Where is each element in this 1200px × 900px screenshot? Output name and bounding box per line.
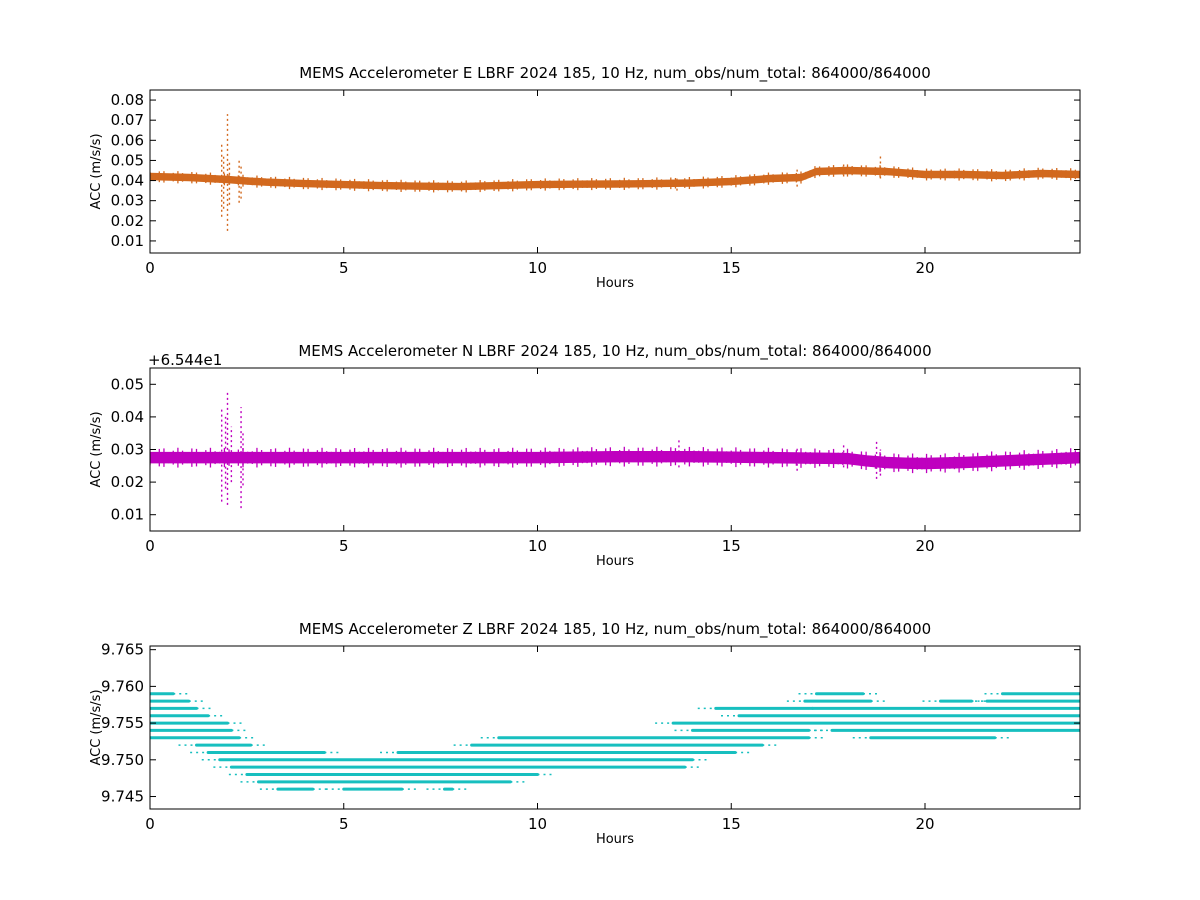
x-tick-label: 20 [915,815,934,833]
x-tick-label: 20 [915,259,934,277]
y-offset-text: +6.544e1 [148,351,222,369]
y-tick-label: 0.01 [111,506,144,524]
x-tick-label: 10 [528,259,547,277]
y-tick-label: 0.04 [111,408,144,426]
chart-panel-0: 0 5 10 15 20 0.01 0.02 0.03 0.04 0.05 0.06 0.07 0.08… [89,64,1081,291]
y-tick-label: 9.745 [101,788,144,806]
y-tick-label: 9.765 [101,641,144,659]
chart-panel-2: 0 5 10 15 20 9.745 9.750 9.755 9.760 9.765 MEMS Ac… [89,620,1081,847]
y-axis-label: ACC (m/s/s) [89,133,104,209]
plot-area-2 [150,692,1080,791]
x-tick-label: 0 [145,815,155,833]
chart-panel-1: 0 5 10 15 20 0.01 0.02 0.03 0.04 0.05 MEMS Acceler… [89,342,1081,569]
x-tick-label: 10 [528,815,547,833]
y-tick-label: 0.08 [111,91,144,109]
x-tick-label: 0 [145,537,155,555]
y-tick-label: 9.755 [101,714,144,732]
y-tick-label: 0.05 [111,151,144,169]
y-tick-label: 0.06 [111,131,144,149]
plot-area-0 [150,114,1080,231]
x-axis-label: Hours [596,554,634,569]
chart-title: MEMS Accelerometer N LBRF 2024 185, 10 H… [298,342,931,361]
y-tick-label: 0.03 [111,192,144,210]
x-tick-label: 5 [339,537,349,555]
y-tick-label: 0.05 [111,375,144,393]
axes-frame-2 [149,645,1081,810]
chart-title: MEMS Accelerometer E LBRF 2024 185, 10 H… [299,64,931,83]
x-tick-label: 15 [722,815,741,833]
y-tick-label: 9.750 [101,751,144,769]
x-tick-label: 5 [339,815,349,833]
x-tick-label: 10 [528,537,547,555]
x-tick-label: 5 [339,259,349,277]
x-tick-label: 0 [145,259,155,277]
y-tick-label: 0.03 [111,441,144,459]
chart-title: MEMS Accelerometer Z LBRF 2024 185, 10 H… [299,620,931,639]
y-tick-label: 0.04 [111,172,144,190]
y-axis-label: ACC (m/s/s) [89,411,104,487]
y-tick-label: 9.760 [101,677,144,695]
y-tick-label: 0.02 [111,212,144,230]
plot-area-1 [150,390,1080,509]
y-tick-label: 0.01 [111,232,144,250]
axes-frame-0 [149,89,1081,254]
band-speckle-1 [150,446,1076,474]
band-speckle-0 [150,164,1076,193]
y-axis-label: ACC (m/s/s) [89,689,104,765]
y-tick-label: 0.02 [111,473,144,491]
x-tick-label: 15 [722,259,741,277]
x-axis-label: Hours [596,832,634,847]
y-tick-label: 0.07 [111,111,144,129]
x-tick-label: 20 [915,537,934,555]
x-tick-label: 15 [722,537,741,555]
x-axis-label: Hours [596,276,634,291]
